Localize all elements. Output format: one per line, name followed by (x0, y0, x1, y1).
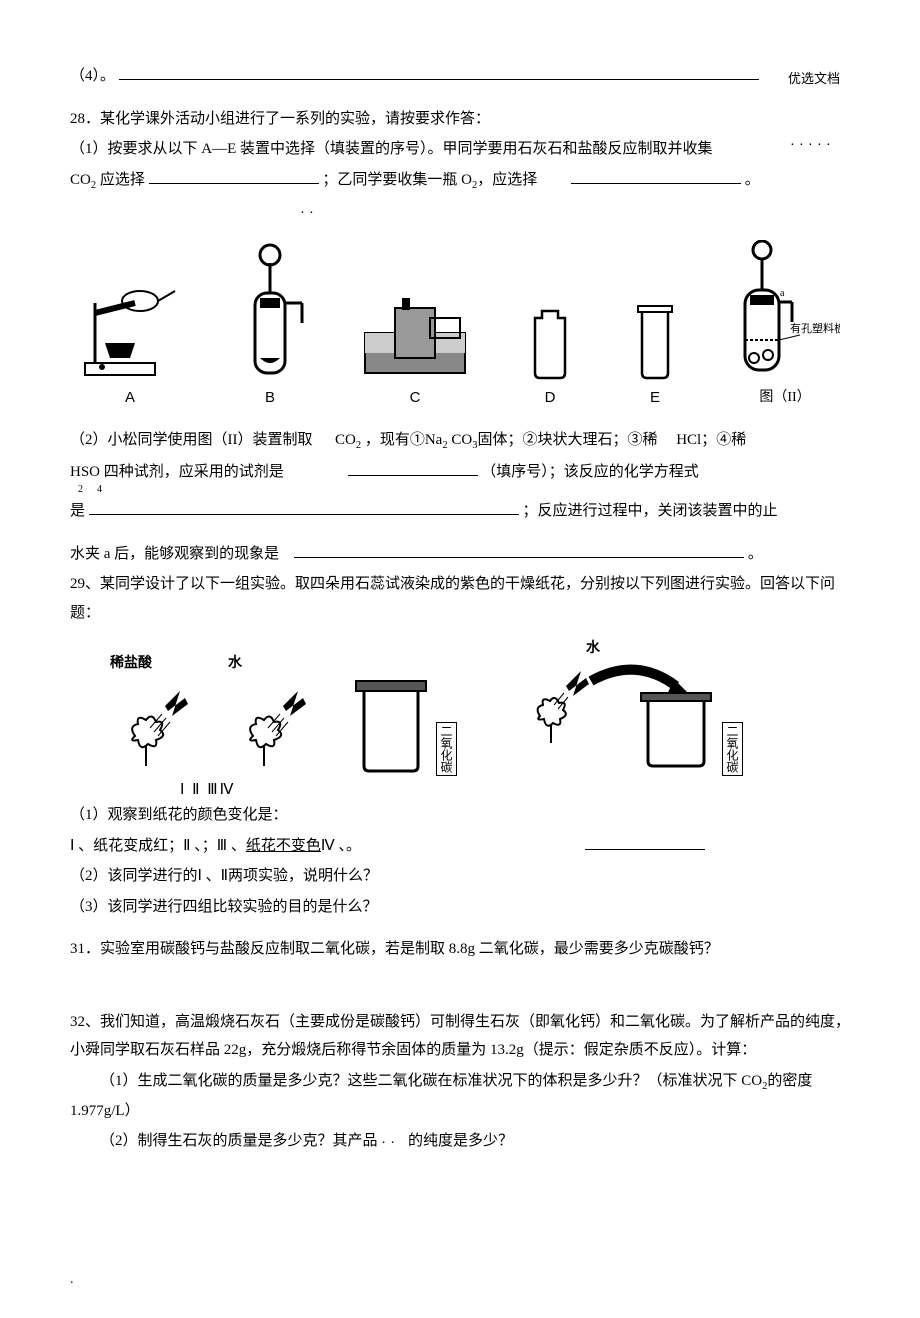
q29-p2: （2）该同学进行的Ⅰ 、Ⅱ两项实验，说明什么？ (70, 862, 850, 891)
exp2-label: 水 (228, 652, 242, 672)
q29-p1a-u: 纸花不变色 (246, 838, 321, 854)
apparatus-c: C (360, 293, 470, 406)
apparatus-b-label: B (265, 389, 275, 406)
q28-p3-text: 水夹 a 后，能够观察到的现象是 (70, 546, 279, 562)
apparatus-d-label: D (545, 389, 556, 406)
q28-p1-text: （1）按要求从以下 A—E 装置中选择（填装置的序号）。甲同学要用石灰石和盐酸反… (70, 141, 713, 157)
q28-p2a: （2）小松同学使用图（II）装置制取 (70, 432, 313, 448)
q28-p2i: 是 (70, 503, 85, 519)
co2: CO2 (335, 432, 361, 448)
apparatus-b: B (230, 243, 310, 406)
q28-p1b: CO2 应选择 ；乙同学要收集一瓶 O2，应选择 。 (70, 166, 850, 196)
spray-flower-icon (228, 676, 328, 776)
q28-p2-line2: HSO 四种试剂，应采用的试剂是 （填序号）；该反应的化学方程式 (70, 458, 850, 487)
footer-dot: . (70, 1272, 74, 1288)
roman-labels: Ⅰ Ⅱ ⅢⅣ (180, 780, 850, 799)
q29-p3: （3）该同学进行四组比较实验的目的是什么？ (70, 893, 850, 922)
apparatus-d: D (520, 303, 580, 406)
q28-p2h: （填序号）；该反应的化学方程式 (481, 464, 699, 480)
blank (348, 459, 478, 476)
apparatus-ii-label: 图（II） (759, 386, 810, 406)
dots-icon: ．． (381, 1135, 404, 1146)
exp1-label: 稀盐酸 (110, 652, 152, 672)
spray-flower-icon (110, 676, 210, 776)
q29-figure-row: 稀盐酸 水 (110, 637, 850, 776)
apparatus-e-icon (630, 303, 680, 383)
dots-icon: ．． (300, 205, 323, 216)
q28-p1: （1）按要求从以下 A—E 装置中选择（填装置的序号）。甲同学要用石灰石和盐酸反… (70, 135, 850, 164)
blank (585, 833, 705, 850)
apparatus-note: 有孔塑料板 (790, 321, 840, 335)
apparatus-b-icon (230, 243, 310, 383)
exp-3: 二氧化碳 (346, 666, 508, 776)
q32-p3b: 的纯度是多少？ (408, 1133, 513, 1149)
jar-label: 二氧化碳 (436, 722, 457, 776)
q28-p2g: HSO 四种试剂，应采用的试剂是 (70, 464, 284, 480)
q28-p2: （2）小松同学使用图（II）装置制取 CO2 ，现有①Na2 CO3固体；②块状… (70, 426, 850, 456)
q32-p3: （2）制得生石灰的质量是多少克？其产品 ．． 的纯度是多少？ (70, 1127, 850, 1156)
exp-1: 稀盐酸 (110, 652, 210, 776)
q27-blank (119, 64, 759, 81)
q31: 31．实验室用碳酸钙与盐酸反应制取二氧化碳，若是制取 8.8g 二氧化碳，最少需… (70, 935, 850, 964)
blank (571, 167, 741, 184)
exp4-label: 水 (586, 637, 716, 657)
q32-p2: （1）生成二氧化碳的质量是多少克？这些二氧化碳在标准状况下的体积是多少升？（标准… (70, 1067, 850, 1125)
q29-p1a-text: Ⅰ 、纸花变成红；Ⅱ 、；Ⅲ 、 (70, 838, 246, 854)
blank (294, 541, 744, 558)
q28-p2c: ，现有①Na2 CO3固体；②块状大理石；③稀 (365, 432, 658, 448)
period: 。 (745, 172, 760, 188)
blank (89, 499, 519, 516)
apparatus-a-label: A (125, 389, 135, 406)
q28-p2-line3: 是 ；反应进行过程中，关闭该装置中的止 (70, 497, 850, 526)
dots-icon: ．．．．． (790, 133, 840, 152)
apparatus-e-label: E (650, 389, 660, 406)
jar-label-2: 二氧化碳 (722, 722, 743, 776)
q29-p1: （1）观察到纸花的颜色变化是： (70, 801, 850, 830)
q28-p1b-tail: 应选择 (100, 172, 145, 188)
q28-p2f: HCl；④稀 (676, 432, 746, 448)
apparatus-a-icon (80, 263, 180, 383)
q29-p1a: Ⅰ 、纸花变成红；Ⅱ 、；Ⅲ 、纸花不变色Ⅳ 、。 (70, 832, 850, 861)
apparatus-row: A B C (70, 240, 850, 406)
q29-p1a-tail: Ⅳ 、。 (321, 838, 361, 854)
q28-p3: 水夹 a 后，能够观察到的现象是 。 (70, 540, 850, 569)
apparatus-ii-icon: a 有孔塑料板 (730, 240, 840, 380)
jar-icon (346, 666, 436, 776)
apparatus-c-label: C (410, 389, 421, 406)
q32-p2a: （1）生成二氧化碳的质量是多少克？这些二氧化碳在标准状况下的体积是多少升？（标准… (100, 1073, 762, 1089)
header-label: 优选文档 (788, 68, 840, 87)
spray-arrow-jar-icon (526, 661, 716, 771)
q27-item4-text: （4）。 (70, 68, 115, 84)
apparatus-c-icon (360, 293, 470, 383)
blank (149, 167, 319, 184)
svg-text:a: a (780, 288, 785, 299)
page: 优选文档 （4）。 28．某化学课外活动小组进行了一系列的实验，请按要求作答： … (0, 0, 920, 1318)
q28-p1c: ；乙同学要收集一瓶 O2，应选择 (322, 172, 537, 188)
q32-p1: 32、我们知道，高温煅烧石灰石（主要成份是碳酸钙）可制得生石灰（即氧化钙）和二氧… (70, 1008, 850, 1065)
sub-2-4: 24 (78, 484, 850, 495)
exp-2: 水 (228, 652, 328, 776)
q28-p2j: ；反应进行过程中，关闭该装置中的止 (523, 503, 778, 519)
exp-4: 水 二氧化碳 (526, 637, 794, 776)
apparatus-a: A (80, 263, 180, 406)
q32-p3a: （2）制得生石灰的质量是多少克？其产品 (100, 1133, 378, 1149)
apparatus-e: E (630, 303, 680, 406)
q27-item4: （4）。 (70, 62, 850, 91)
apparatus-ii: a 有孔塑料板 图（II） (730, 240, 840, 406)
q28-title: 28．某化学课外活动小组进行了一系列的实验，请按要求作答： (70, 105, 850, 134)
apparatus-d-icon (520, 303, 580, 383)
co2-label: CO2 (70, 172, 96, 188)
q29-title: 29、某同学设计了以下一组实验。取四朵用石蕊试液染成的紫色的干燥纸花，分别按以下… (70, 570, 850, 627)
